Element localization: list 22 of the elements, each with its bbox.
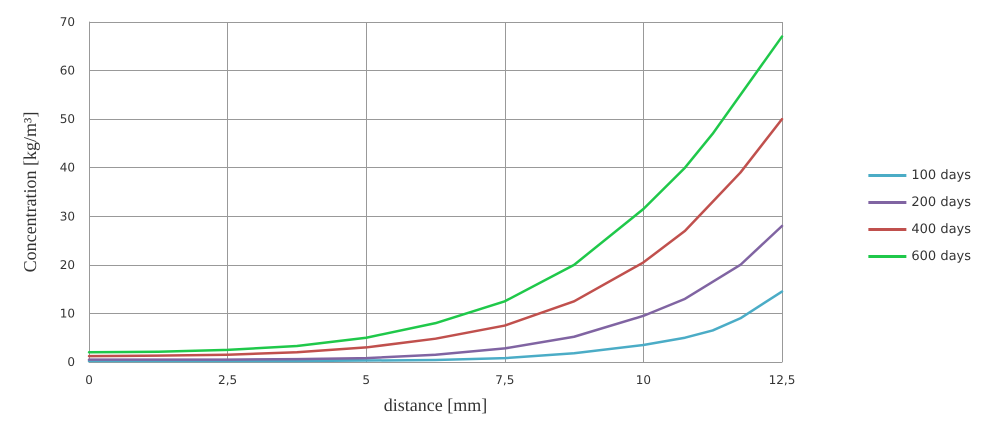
line-series — [88, 35, 784, 354]
x-tick-label: 2,5 — [218, 373, 238, 387]
y-tick-label: 50 — [60, 112, 75, 126]
y-axis-title: Concentration [kg/m³] — [20, 112, 40, 272]
y-tick-label: 60 — [60, 64, 75, 78]
legend-label: 400 days — [911, 222, 972, 237]
legend-label: 100 days — [911, 168, 972, 183]
y-tick-label: 70 — [60, 15, 75, 29]
y-tick-label: 10 — [60, 306, 75, 320]
legend-label: 600 days — [911, 249, 972, 264]
y-tick-label: 30 — [60, 209, 75, 224]
legend-label: 200 days — [911, 195, 972, 210]
x-tick-label: 0 — [85, 373, 93, 387]
x-tick-label: 7,5 — [495, 373, 514, 387]
y-tick-label: 40 — [60, 160, 75, 175]
line-series — [88, 118, 784, 358]
x-tick-label: 10 — [636, 373, 652, 387]
x-tick-label: 12,5 — [768, 373, 796, 387]
y-tick-label: 20 — [60, 258, 75, 272]
x-tick-label: 5 — [362, 373, 370, 387]
y-tick-label: 0 — [67, 355, 75, 369]
x-axis-title: distance [mm] — [384, 395, 488, 415]
